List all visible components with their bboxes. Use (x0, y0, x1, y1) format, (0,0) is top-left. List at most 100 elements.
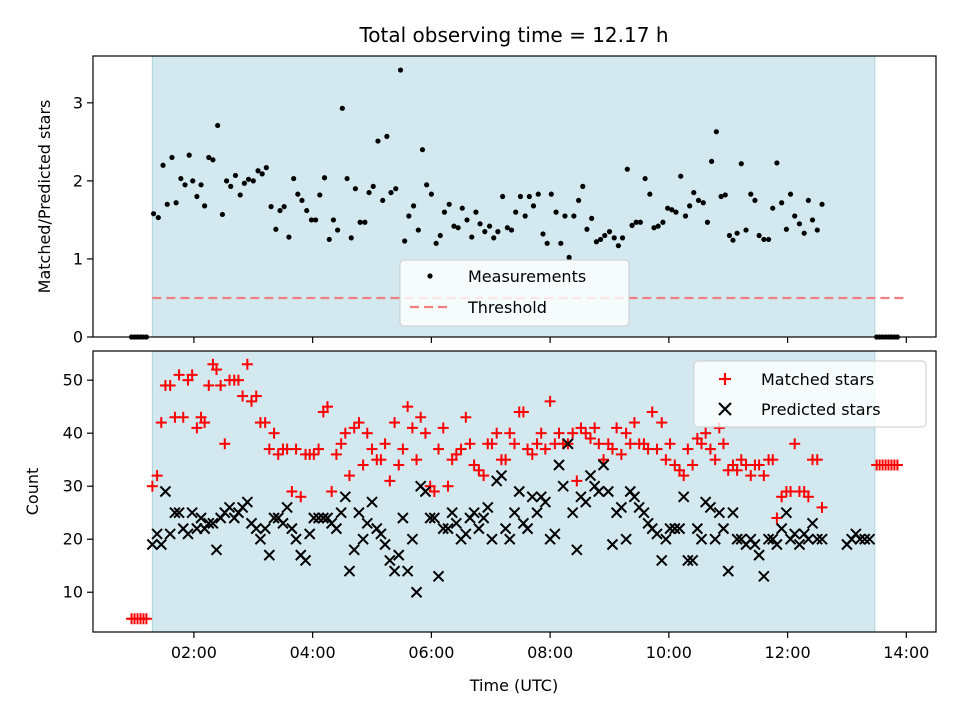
measurement-point (814, 227, 820, 233)
matched-star-point (241, 358, 253, 370)
measurement-point (397, 67, 404, 73)
measurement-point (660, 219, 666, 225)
measurement-point (495, 229, 501, 235)
measurement-point (624, 166, 630, 172)
measurement-point (589, 215, 595, 221)
predicted-star-point (859, 533, 871, 545)
measurement-point (150, 211, 157, 217)
predicted-star-point (731, 533, 743, 545)
measurement-point (464, 217, 470, 223)
matched-star-point (700, 427, 712, 439)
measurement-point (765, 236, 772, 243)
measurement-point (530, 203, 537, 209)
matched-star-point (491, 427, 503, 439)
measurement-point (787, 191, 794, 197)
matched-star-point (177, 411, 189, 423)
predicted-star-point (495, 469, 508, 482)
measurement-point (281, 204, 287, 210)
predicted-star-point (584, 469, 597, 482)
measurement-point (513, 209, 519, 215)
predicted-star-point (722, 565, 734, 577)
measurement-point (286, 234, 292, 240)
predicted-star-point (182, 528, 194, 540)
matched-star-point (531, 438, 543, 450)
matched-star-point (415, 411, 427, 423)
predicted-star-point (628, 491, 641, 503)
measurement-point (491, 235, 497, 241)
predicted-star-point (290, 533, 302, 545)
matched-star-point (375, 454, 387, 466)
predicted-star-point (597, 459, 610, 471)
matched-star-point (464, 438, 476, 450)
measurement-point (779, 200, 785, 206)
x-tick-label: 14:00 (883, 643, 929, 662)
matched-star-point (584, 432, 596, 444)
measurement-point (783, 226, 789, 232)
matched-star-point (428, 486, 440, 497)
matched-star-point (682, 443, 694, 455)
matched-star-point (272, 448, 284, 460)
measurement-point (388, 189, 394, 196)
y-tick-label: 40 (63, 424, 83, 443)
predicted-star-point (207, 517, 219, 530)
predicted-star-point (669, 522, 681, 535)
predicted-star-point (486, 533, 498, 545)
measurement-point (455, 225, 461, 231)
matched-star-point (580, 427, 592, 439)
predicted-star-point (793, 538, 806, 551)
measurement-point (665, 205, 671, 211)
matched-star-point (250, 390, 262, 402)
predicted-star-point (758, 570, 770, 583)
matched-star-point (173, 369, 185, 381)
predicted-star-point (615, 501, 628, 514)
predicted-star-point (704, 501, 717, 514)
predicted-star-point (504, 533, 516, 545)
top-y-ticks: 0 1 2 3 (73, 93, 93, 347)
measurement-point (313, 217, 319, 223)
matched-star-point (709, 454, 721, 466)
measurement-point (441, 209, 448, 215)
measurement-point (255, 168, 261, 174)
matched-star-point (219, 438, 231, 450)
matched-star-point (811, 454, 823, 466)
matched-star-point (611, 422, 623, 434)
matched-star-point (669, 459, 681, 471)
measurement-point (304, 207, 310, 214)
measurement-point (756, 232, 762, 239)
measurement-point (792, 213, 798, 219)
matched-star-point (717, 438, 729, 450)
predicted-star-point (437, 522, 449, 535)
measurement-point (198, 182, 204, 188)
measurement-point (273, 226, 279, 232)
matched-star-point (704, 443, 716, 455)
x-tick-label: 06:00 (408, 643, 454, 662)
x-tick-label: 04:00 (290, 643, 336, 662)
matched-star-point (437, 422, 449, 434)
matched-star-point (215, 379, 227, 391)
measurement-point (446, 201, 452, 207)
matched-star-point (199, 417, 211, 429)
measurement-point (380, 197, 386, 204)
matched-star-point (500, 454, 512, 466)
measurement-point (566, 254, 572, 260)
matched-star-point (664, 438, 676, 450)
predicted-star-point (450, 517, 463, 530)
matched-star-point (353, 417, 365, 429)
bottom-plot-frame (92, 350, 937, 633)
measurement-point (695, 197, 702, 204)
predicted-star-point (159, 485, 172, 498)
measurement-point (215, 122, 221, 129)
predicted-star-point (335, 507, 347, 519)
predicted-star-point (195, 512, 207, 524)
matched-star-point (522, 443, 534, 455)
measurement-point (384, 133, 390, 139)
predicted-star-point (660, 533, 672, 545)
matched-star-point (339, 427, 351, 439)
measurement-point (299, 197, 305, 204)
predicted-star-point (762, 533, 775, 545)
matched-star-point (789, 438, 801, 450)
measurement-point (291, 175, 297, 182)
y-tick-label: 1 (73, 249, 83, 268)
measurement-point (437, 232, 443, 239)
